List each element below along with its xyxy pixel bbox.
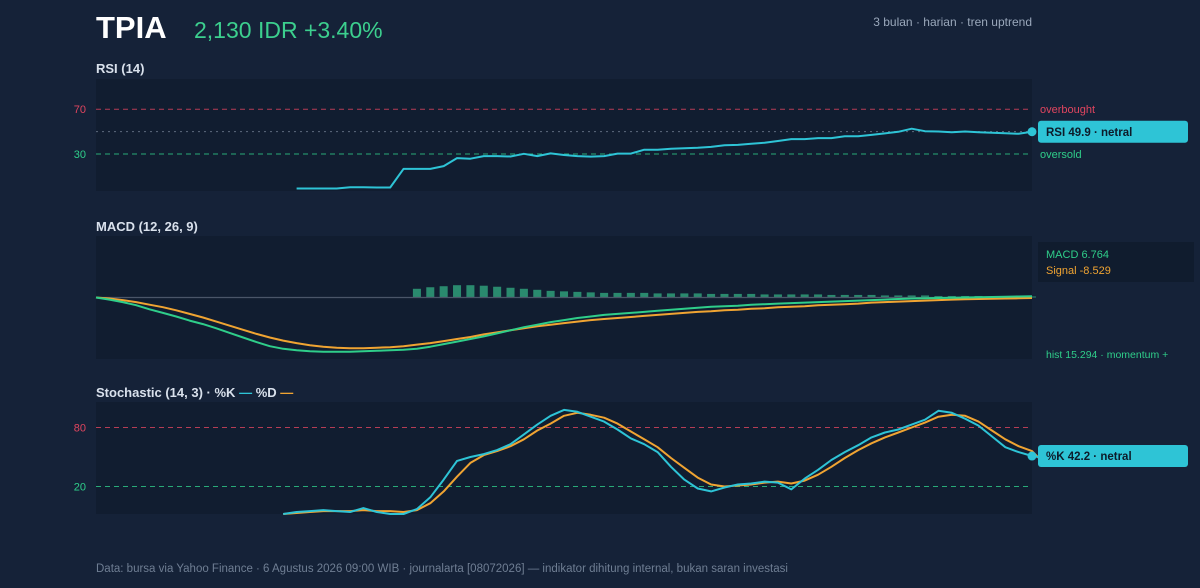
macd-signal-label: Signal -8.529 (1046, 265, 1111, 277)
rsi-callout-text: RSI 49.9 · netral (1046, 127, 1132, 139)
macd-hist-bar (921, 295, 930, 298)
macd-hist-bar (613, 292, 622, 298)
macd-hist-bar (506, 287, 515, 298)
macd-hist-bar (747, 293, 756, 298)
rsi-line (296, 127, 1033, 190)
macd-hist-bar (947, 295, 956, 298)
stoch-callout-box (1038, 445, 1188, 468)
macd-hist-bar (827, 294, 836, 298)
macd-hist-bar (787, 294, 796, 298)
macd-hist-bar (760, 294, 769, 298)
macd-hist-bar (519, 288, 528, 298)
stoch-title-text: Stochastic (14, 3) (96, 385, 203, 400)
macd-hist-bar (666, 293, 675, 298)
macd-hist-bar (412, 288, 421, 298)
macd-hist-bar (479, 285, 488, 298)
macd-hist-bar (573, 291, 582, 298)
stoch-callout-dot (1027, 451, 1037, 461)
stoch-upper-tick: 80 (74, 423, 86, 435)
macd-hist-bar (880, 295, 889, 298)
macd-hist-bar (867, 294, 876, 298)
macd-hist-bar (814, 294, 823, 298)
macd-hist-bar (800, 294, 809, 298)
macd-hist-bar (626, 292, 635, 298)
macd-hist-bar (934, 295, 943, 298)
macd-hist-bar (640, 292, 649, 298)
price-change: 2,130 IDR +3.40% (194, 17, 383, 43)
footer-source: Data: bursa via Yahoo Finance · 6 Agustu… (96, 563, 788, 575)
macd-hist-bar (854, 294, 863, 298)
macd-hist-bar (707, 293, 716, 298)
rsi-oversold-tick: 30 (74, 149, 86, 161)
rsi-callout-dot (1027, 127, 1037, 137)
rsi-overbought-tick: 70 (74, 104, 86, 116)
ticker-symbol: TPIA (96, 10, 167, 45)
stoch-k-line (283, 408, 1046, 515)
rsi-overbought-label: overbought (1040, 104, 1095, 116)
macd-hist-bar (466, 285, 475, 298)
rsi-callout-box (1038, 120, 1188, 143)
macd-hist-bar (493, 286, 502, 298)
macd-hist-bar (720, 293, 729, 298)
macd-value-label: MACD 6.764 (1046, 249, 1109, 261)
macd-label-box (1038, 242, 1194, 282)
macd-hist-bar (426, 287, 435, 298)
stoch-legend-d: %D (255, 385, 277, 400)
panel-bg (96, 79, 1032, 191)
stoch-title: Stochastic (14, 3) · %K — %D — (96, 385, 294, 400)
macd-hist-bar (894, 295, 903, 298)
macd-hist-bar (586, 292, 595, 298)
macd-hist-bar (773, 294, 782, 298)
macd-title: MACD (12, 26, 9) (96, 219, 198, 234)
timeframe-meta: 3 bulan · harian · tren uptrend (873, 15, 1032, 29)
macd-hist-bar (693, 293, 702, 298)
panel-bg (96, 402, 1032, 514)
macd-hist-bar (907, 295, 916, 298)
macd-signal-line (95, 296, 1033, 350)
macd-hist-bar (439, 286, 448, 298)
macd-hist-bar (680, 293, 689, 298)
macd-hist-label: hist 15.294 · momentum + (1046, 349, 1168, 361)
macd-hist-bar (653, 293, 662, 298)
macd-hist-bar (559, 291, 569, 298)
stoch-legend-k-swatch: — (239, 385, 253, 400)
macd-hist-bar (453, 285, 462, 298)
rsi-oversold-label: oversold (1040, 149, 1082, 161)
stoch-callout-text: %K 42.2 · netral (1046, 451, 1132, 463)
macd-hist-bar (733, 293, 742, 298)
stoch-lower-tick: 20 (74, 481, 86, 493)
stoch-legend-k: %K (214, 385, 236, 400)
macd-hist-bar (533, 289, 542, 298)
macd-hist-bar (546, 290, 555, 298)
macd-line (95, 295, 1033, 353)
macd-hist-bar (600, 292, 609, 298)
stoch-legend-d-swatch: — (280, 385, 294, 400)
rsi-title: RSI (14) (96, 61, 145, 76)
macd-hist-bar (840, 294, 849, 298)
